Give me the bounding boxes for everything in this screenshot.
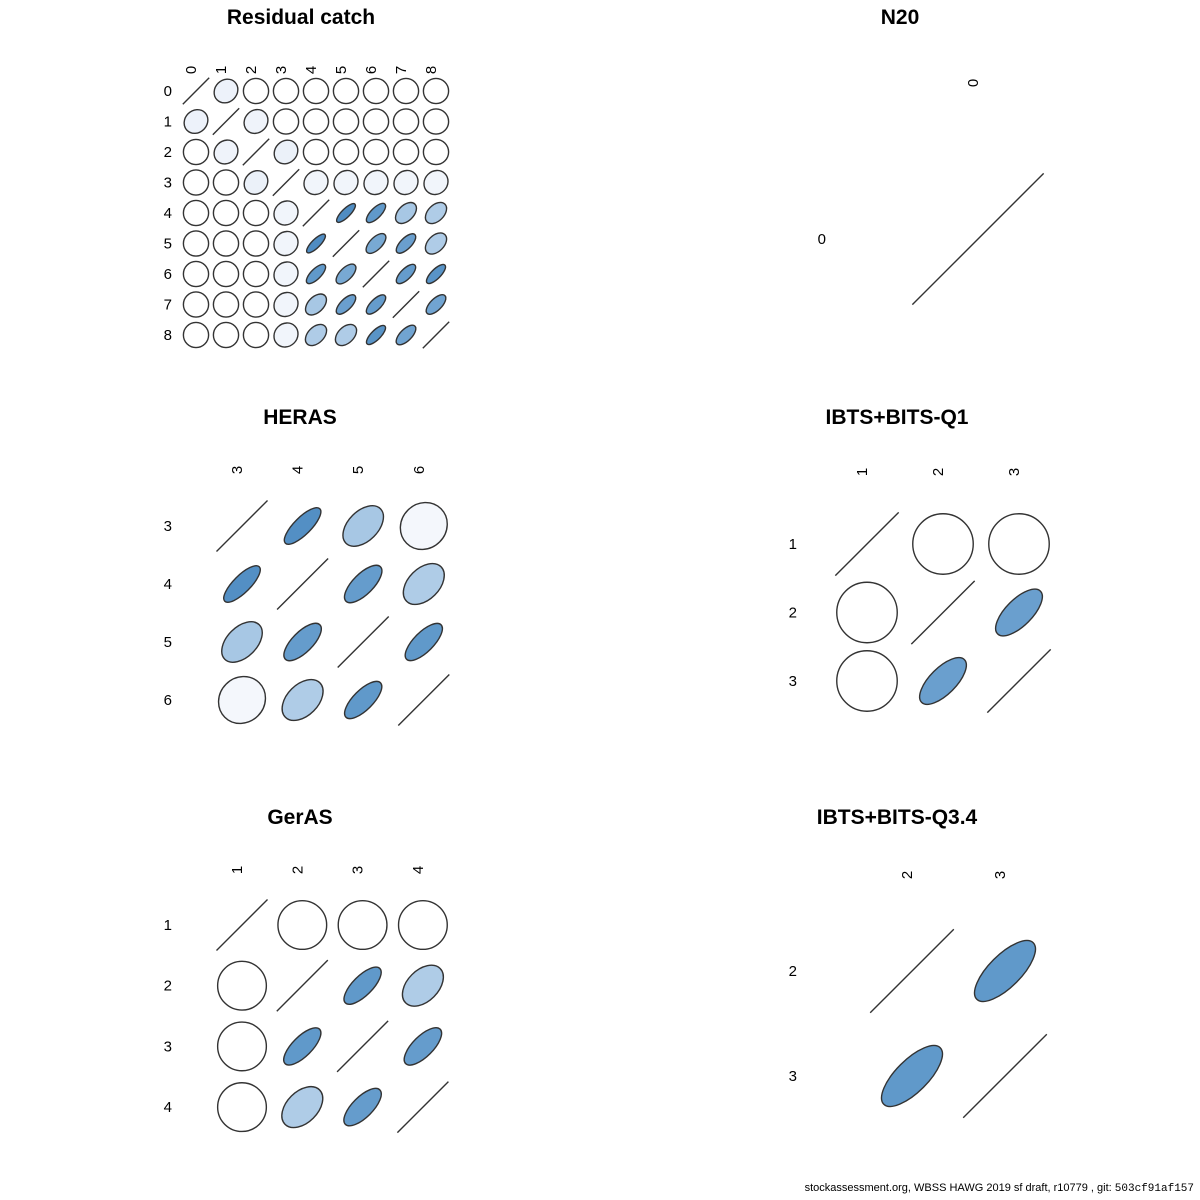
svg-text:3: 3 (789, 1068, 797, 1085)
svg-text:6: 6 (411, 466, 428, 474)
svg-text:7: 7 (164, 297, 172, 314)
svg-text:1: 1 (164, 114, 172, 131)
svg-text:6: 6 (164, 266, 172, 283)
svg-text:3: 3 (164, 1038, 172, 1055)
svg-text:5: 5 (164, 634, 172, 651)
svg-text:6: 6 (363, 66, 380, 74)
svg-text:2: 2 (164, 144, 172, 161)
svg-text:0: 0 (965, 79, 982, 87)
svg-text:8: 8 (164, 327, 172, 344)
svg-text:N20: N20 (881, 6, 920, 29)
svg-text:5: 5 (164, 236, 172, 253)
svg-text:2: 2 (789, 963, 797, 980)
svg-text:GerAS: GerAS (267, 806, 332, 829)
svg-text:2: 2 (164, 978, 172, 995)
svg-text:4: 4 (290, 466, 307, 474)
svg-text:8: 8 (423, 66, 440, 74)
svg-text:3: 3 (1006, 468, 1023, 476)
svg-text:2: 2 (899, 871, 916, 879)
svg-text:2: 2 (789, 605, 797, 622)
svg-text:6: 6 (164, 692, 172, 709)
svg-text:0: 0 (818, 231, 826, 248)
svg-text:IBTS+BITS-Q3.4: IBTS+BITS-Q3.4 (817, 806, 978, 829)
svg-text:3: 3 (164, 518, 172, 535)
svg-text:1: 1 (164, 917, 172, 934)
svg-text:Residual catch: Residual catch (227, 6, 375, 29)
svg-text:2: 2 (243, 66, 260, 74)
svg-text:4: 4 (164, 1099, 172, 1116)
svg-text:3: 3 (229, 466, 246, 474)
svg-text:7: 7 (393, 66, 410, 74)
svg-text:0: 0 (164, 83, 172, 100)
svg-text:3: 3 (164, 175, 172, 192)
svg-text:4: 4 (303, 66, 320, 74)
svg-text:0: 0 (183, 66, 200, 74)
svg-text:3: 3 (992, 871, 1009, 879)
svg-text:4: 4 (164, 576, 172, 593)
svg-text:1: 1 (229, 866, 246, 874)
svg-text:HERAS: HERAS (263, 406, 337, 429)
svg-text:1: 1 (213, 66, 230, 74)
svg-text:3: 3 (350, 866, 367, 874)
svg-text:3: 3 (273, 66, 290, 74)
svg-text:2: 2 (930, 468, 947, 476)
svg-text:5: 5 (350, 466, 367, 474)
svg-text:IBTS+BITS-Q1: IBTS+BITS-Q1 (826, 406, 969, 429)
svg-text:1: 1 (789, 536, 797, 553)
svg-text:2: 2 (289, 866, 306, 874)
svg-text:stockassessment.org, WBSS HAWG: stockassessment.org, WBSS HAWG 2019 sf d… (805, 1182, 1194, 1195)
svg-text:1: 1 (854, 468, 871, 476)
svg-text:5: 5 (333, 66, 350, 74)
svg-text:3: 3 (789, 673, 797, 690)
svg-text:4: 4 (410, 866, 427, 874)
svg-text:4: 4 (164, 205, 172, 222)
